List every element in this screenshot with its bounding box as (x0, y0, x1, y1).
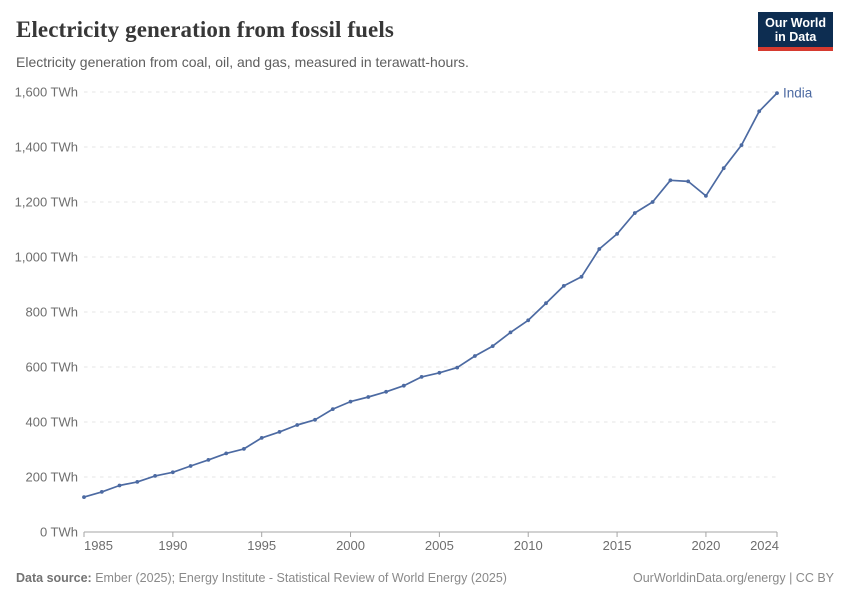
x-tick-label: 2015 (603, 538, 632, 553)
data-point-2012 (561, 284, 566, 288)
y-tick-label: 1,200 TWh (15, 195, 78, 210)
data-point-2001 (366, 395, 371, 399)
chart-header: Electricity generation from fossil fuels… (16, 16, 740, 71)
data-point-2009 (508, 330, 513, 335)
data-point-1989 (153, 474, 158, 478)
data-point-1994 (242, 447, 246, 451)
data-point-2005 (437, 370, 442, 375)
x-tick-label: 2000 (336, 538, 365, 553)
y-tick-label: 0 TWh (40, 525, 78, 540)
data-source-text: Ember (2025); Energy Institute - Statist… (95, 571, 507, 585)
data-point-2008 (490, 344, 495, 348)
data-source-label: Data source: (16, 571, 92, 585)
x-tick-label: 2005 (425, 538, 454, 553)
data-point-2017 (650, 200, 655, 204)
data-point-2010 (526, 318, 531, 323)
data-point-1988 (135, 480, 140, 484)
data-point-1985 (82, 495, 86, 499)
data-point-2016 (632, 211, 637, 215)
data-point-2003 (401, 383, 406, 388)
data-point-2024 (775, 91, 779, 95)
data-point-2000 (348, 399, 353, 404)
x-tick-label: 2010 (514, 538, 543, 553)
data-point-2019 (686, 179, 691, 184)
data-point-1998 (313, 417, 317, 422)
x-tick-label: 2020 (691, 538, 720, 553)
data-point-1992 (206, 458, 211, 462)
data-point-1987 (117, 483, 122, 488)
y-tick-label: 200 TWh (25, 470, 78, 485)
data-source-note: Data source: Ember (2025); Energy Instit… (16, 571, 507, 586)
data-point-1997 (295, 423, 300, 427)
data-point-2021 (721, 166, 726, 171)
x-tick-label: 2024 (750, 538, 779, 553)
chart-subtitle: Electricity generation from coal, oil, a… (16, 54, 469, 70)
owid-url-license-link[interactable]: OurWorldinData.org/energy | CC BY (632, 571, 834, 585)
data-point-2006 (455, 365, 460, 370)
y-tick-label: 1,400 TWh (15, 140, 78, 155)
data-point-1986 (99, 490, 104, 494)
x-tick-label: 1985 (84, 538, 113, 553)
data-point-2013 (579, 274, 584, 279)
data-point-2011 (544, 301, 548, 306)
data-point-1995 (259, 436, 264, 440)
data-point-1996 (277, 430, 282, 434)
x-tick-label: 1990 (158, 538, 187, 553)
y-tick-label: 600 TWh (25, 360, 78, 375)
data-point-2022 (739, 143, 744, 148)
data-point-1991 (188, 464, 193, 468)
owid-logo-line1: Our World (765, 16, 826, 30)
data-point-1990 (170, 470, 175, 475)
data-point-2020 (704, 194, 708, 198)
data-point-2018 (668, 178, 673, 183)
x-tick-label: 1995 (247, 538, 276, 553)
y-tick-label: 1,600 TWh (15, 85, 78, 100)
data-point-2014 (597, 247, 602, 251)
chart-footer: Data source: Ember (2025); Energy Instit… (16, 571, 834, 586)
y-tick-label: 1,000 TWh (15, 250, 78, 265)
data-point-2002 (384, 389, 388, 394)
owid-logo[interactable]: Our World in Data (758, 12, 833, 51)
data-point-2023 (757, 109, 762, 114)
y-tick-label: 800 TWh (25, 305, 78, 320)
data-point-2015 (615, 232, 619, 236)
y-tick-label: 400 TWh (25, 415, 78, 430)
chart-title: Electricity generation from fossil fuels (16, 17, 394, 42)
data-point-1993 (224, 451, 229, 456)
data-point-1999 (330, 407, 335, 411)
series-label-india[interactable]: India (783, 86, 813, 101)
series-line-india[interactable] (83, 92, 778, 498)
data-point-2007 (473, 354, 477, 358)
owid-logo-line2: in Data (774, 30, 817, 44)
data-point-2004 (419, 375, 424, 379)
